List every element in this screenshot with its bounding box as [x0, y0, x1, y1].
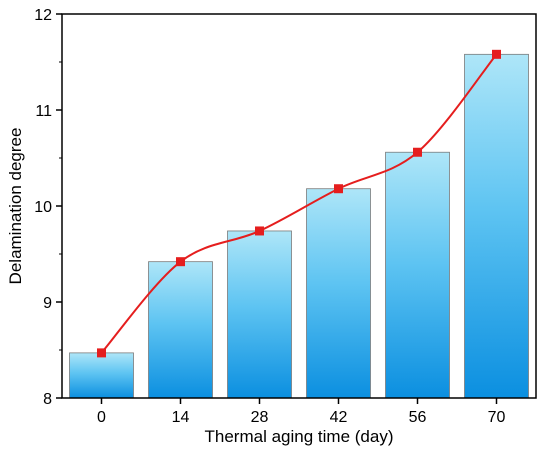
bar-70 — [464, 53, 529, 399]
bar-56 — [385, 151, 450, 399]
markers-group — [97, 49, 501, 358]
y-axis-title: Delamination degree — [6, 128, 25, 285]
marker-0 — [97, 348, 106, 358]
x-tick-label-56: 56 — [409, 409, 427, 426]
bars-group — [69, 53, 529, 399]
bar-14 — [148, 261, 213, 399]
bar-28 — [227, 230, 292, 399]
marker-70 — [492, 49, 501, 59]
x-tick-label-28: 28 — [251, 409, 269, 426]
x-tick-label-14: 14 — [172, 409, 190, 426]
bar-0 — [69, 352, 134, 399]
x-tick-label-42: 42 — [330, 409, 348, 426]
x-axis-title: Thermal aging time (day) — [205, 427, 394, 446]
bar-42 — [306, 188, 371, 399]
y-tick-label-12: 12 — [34, 7, 52, 24]
x-tick-label-70: 70 — [488, 409, 506, 426]
x-tick-label-0: 0 — [97, 409, 106, 426]
marker-14 — [176, 257, 185, 267]
y-tick-label-10: 10 — [34, 199, 52, 216]
marker-56 — [413, 147, 422, 157]
y-tick-label-11: 11 — [35, 103, 52, 120]
y-tick-label-8: 8 — [43, 391, 52, 408]
y-axis: 8 9 10 11 12 — [34, 7, 62, 408]
marker-42 — [334, 184, 343, 194]
x-axis: 0 14 28 42 56 70 — [97, 398, 506, 426]
marker-28 — [255, 226, 264, 236]
y-tick-label-9: 9 — [43, 295, 52, 312]
trend-line — [100, 53, 498, 354]
